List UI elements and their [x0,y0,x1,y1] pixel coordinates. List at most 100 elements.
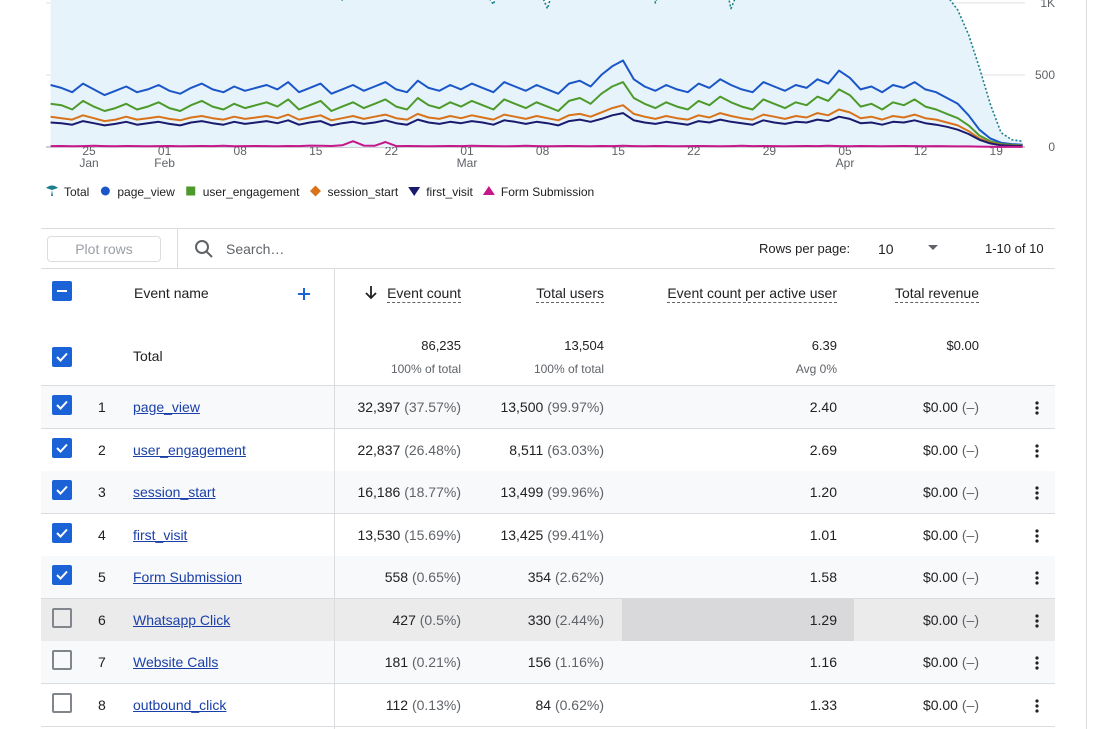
cell-value: $0.00 [922,696,958,713]
cell: 13,499 (99.96%) [500,483,604,501]
add-dimension[interactable] [296,286,312,302]
y-tick-label: 0 [1048,140,1055,154]
column-header[interactable]: Event count per active user [667,285,837,303]
row-menu[interactable] [1035,401,1039,420]
cell-share: (26.48%) [404,441,461,458]
event-name[interactable]: outbound_click [133,696,227,713]
cell: $0.00 (–) [923,568,979,586]
row-checkbox[interactable] [52,480,72,500]
cell: $0.00 (–) [923,696,979,714]
select-all-checkbox[interactable] [52,281,72,301]
event-name[interactable]: page_view [133,399,200,415]
cell: 13,425 (99.41%) [500,526,604,544]
row-background [41,683,1055,726]
event-name[interactable]: Website Calls [133,654,219,670]
cell-value: 181 [384,654,409,670]
row-checkbox[interactable] [52,607,72,628]
x-tick-label: 08 [234,144,248,158]
cell-share: (99.97%) [547,399,604,415]
row-menu[interactable] [1035,613,1039,633]
cell-value: 558 [384,569,409,585]
search-input[interactable]: Search… [226,241,285,257]
cell-value: $0.00 [922,399,958,415]
cell-share: (1.16%) [554,654,604,670]
column-header[interactable]: Total revenue [894,285,979,303]
cell-value: $0.00 [922,526,958,543]
row-menu[interactable] [1035,656,1039,675]
row-checkbox[interactable] [52,692,72,713]
series-area [50,0,1023,147]
total-checkbox[interactable] [52,347,72,367]
cell-share: (0.65%) [411,569,461,585]
cell-value: 1.01 [809,526,837,543]
total-value: 13,504 [564,338,604,353]
series-line [50,81,1023,147]
total-note: 100% of total [533,362,604,376]
row-menu[interactable] [1035,528,1039,548]
dropdown-arrow[interactable] [927,244,939,252]
cell-value: 2.40 [809,399,837,415]
x-tick-label: 25 [82,144,96,158]
row-background [41,598,1055,641]
total-note: Avg 0% [795,362,837,376]
row-checkbox[interactable] [52,395,72,415]
row-index: 7 [98,654,106,670]
cell-share: (2.44%) [554,611,604,628]
row-menu[interactable] [1035,486,1039,505]
cell-value: 84 [535,696,552,713]
cell-share: (0.62%) [554,696,604,713]
event-name[interactable]: Form Submission [133,569,242,585]
event-name[interactable]: first_visit [133,526,188,543]
cell-value: 156 [527,654,552,670]
sort-arrow[interactable] [364,285,378,301]
y-tick-label: 500 [1035,68,1055,82]
row-index: 3 [98,484,106,500]
row-menu[interactable] [1035,698,1039,718]
plot-rows-button[interactable]: Plot rows [47,236,161,262]
cell-value: 112 [385,696,409,713]
x-tick-label: 22 [687,144,701,158]
row-checkbox[interactable] [52,650,72,670]
row-index: 1 [98,399,106,415]
total-value: 6.39 [811,338,837,353]
row-checkbox[interactable] [52,522,72,543]
total-label: Total [133,348,163,364]
legend-label: session_start [327,185,398,199]
event-name[interactable]: session_start [133,484,216,500]
legend-marker [186,186,196,196]
pagination-range: 1-10 of 10 [985,241,1044,256]
column-header[interactable]: Event name [134,285,209,301]
row-checkbox[interactable] [52,437,72,458]
legend-item: session_start [309,185,399,199]
legend-marker [482,186,495,195]
event-name[interactable]: user_engagement [133,441,246,458]
x-tick-label: Mar [457,156,478,170]
column-header[interactable]: Event count [387,285,461,303]
rows-per-page[interactable]: 10 [878,241,894,257]
divider [334,428,335,472]
legend-item: Total [46,185,89,199]
cell-value: 1.33 [809,696,837,713]
row-checkbox[interactable] [52,565,72,585]
divider [334,386,335,429]
x-tick-label: 12 [914,144,928,158]
search-icon[interactable] [194,239,214,259]
row-background [41,471,1055,513]
event-name[interactable]: Whatsapp Click [133,611,231,628]
row-background [41,513,1055,556]
cell-value: 8,511 [509,441,544,458]
row-menu[interactable] [1035,443,1039,463]
row-background [41,556,1055,598]
divider [334,471,335,514]
cell-value: 1.29 [809,611,837,628]
column-header[interactable]: Total users [536,285,604,303]
panel-edge [1086,0,1087,729]
divider [334,513,335,557]
cell-value: 354 [527,569,552,585]
cell-share: (–) [961,696,979,713]
cell-value: 13,499 [500,484,544,500]
divider [334,683,335,727]
row-menu[interactable] [1035,571,1039,590]
x-tick-label: 05 [838,144,852,158]
